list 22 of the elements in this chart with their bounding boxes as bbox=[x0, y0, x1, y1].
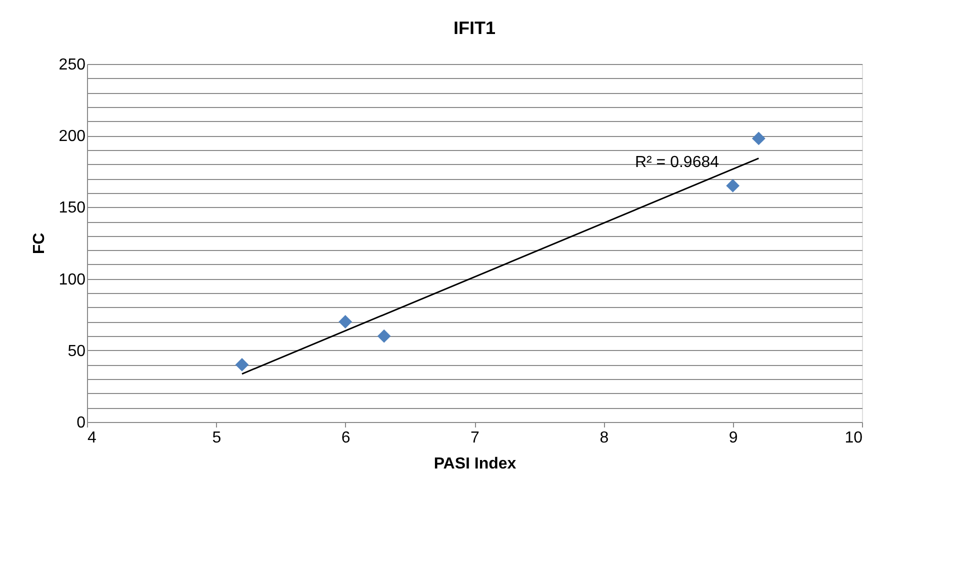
y-tick-label: 100 bbox=[58, 271, 86, 288]
x-tick-label: 6 bbox=[341, 430, 350, 446]
chart-title: IFIT1 bbox=[453, 18, 496, 38]
x-tick-label: 10 bbox=[844, 430, 863, 446]
x-axis-title: PASI Index bbox=[434, 456, 516, 472]
y-tick-label: 200 bbox=[58, 128, 86, 146]
x-tick-label: 9 bbox=[728, 430, 738, 446]
x-tick-label: 5 bbox=[212, 430, 222, 446]
point bbox=[377, 329, 391, 343]
y-tick-label: 250 bbox=[58, 56, 86, 74]
x-tick-label: 7 bbox=[470, 430, 480, 446]
y-tick-label: 50 bbox=[68, 342, 86, 360]
point bbox=[752, 132, 766, 146]
y-axis-title: FC bbox=[30, 232, 48, 254]
x-tick-label: 8 bbox=[600, 430, 609, 446]
x-tick-label: 4 bbox=[88, 430, 96, 446]
annotation: R² = 0.9684 bbox=[634, 154, 720, 171]
point bbox=[338, 315, 352, 328]
point bbox=[726, 179, 740, 192]
point bbox=[235, 358, 249, 372]
y-tick-label: 150 bbox=[58, 200, 86, 217]
y-tick-label: 0 bbox=[76, 414, 86, 432]
